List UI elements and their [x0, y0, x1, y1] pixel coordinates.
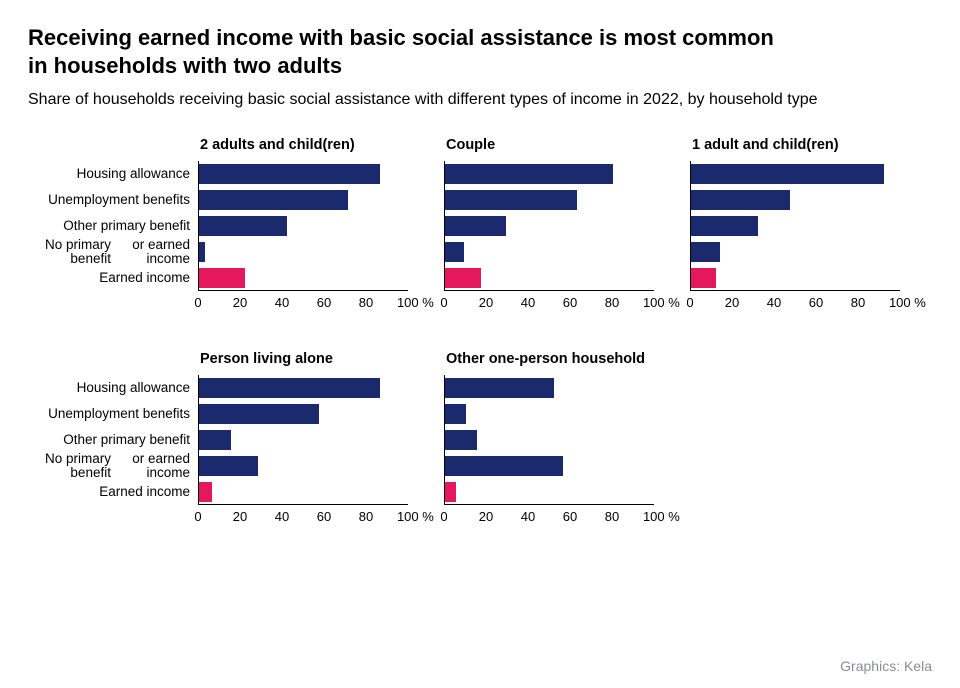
x-tick: 40 — [521, 295, 535, 310]
bar — [445, 268, 481, 288]
x-tick: 80 — [359, 295, 373, 310]
bar — [691, 268, 716, 288]
bar — [445, 190, 577, 210]
x-axis: 020406080100 % — [198, 505, 408, 527]
x-tick: 100 % — [643, 295, 680, 310]
x-tick: 60 — [563, 295, 577, 310]
x-tick: 0 — [194, 295, 201, 310]
x-tick: 20 — [725, 295, 739, 310]
x-tick: 60 — [317, 509, 331, 524]
bar — [199, 430, 231, 450]
x-tick: 40 — [521, 509, 535, 524]
x-tick: 0 — [686, 295, 693, 310]
x-axis: 020406080100 % — [198, 291, 408, 313]
title-line-2: in households with two adults — [28, 53, 342, 78]
x-tick: 80 — [605, 509, 619, 524]
x-tick: 80 — [851, 295, 865, 310]
bar — [199, 190, 348, 210]
x-axis: 020406080100 % — [444, 505, 654, 527]
x-axis: 020406080100 % — [690, 291, 900, 313]
category-label: Other primary benefit — [28, 213, 198, 239]
bar — [199, 242, 205, 262]
category-label: Other primary benefit — [28, 427, 198, 453]
panel-title: Person living alone — [198, 351, 444, 375]
x-tick: 60 — [809, 295, 823, 310]
panel: 1 adult and child(ren)020406080100 % — [690, 137, 936, 313]
category-labels: Housing allowanceUnemployment benefitsOt… — [28, 351, 198, 527]
bar — [445, 378, 554, 398]
category-label: No primary benefitor earned income — [28, 239, 198, 265]
x-tick: 100 % — [397, 509, 434, 524]
bar — [445, 456, 563, 476]
x-tick: 40 — [275, 509, 289, 524]
x-tick: 40 — [767, 295, 781, 310]
x-tick: 80 — [359, 509, 373, 524]
category-label: Unemployment benefits — [28, 401, 198, 427]
x-tick: 100 % — [889, 295, 926, 310]
x-tick: 40 — [275, 295, 289, 310]
category-label: Earned income — [28, 479, 198, 505]
x-tick: 80 — [605, 295, 619, 310]
empty-cell — [690, 351, 936, 527]
x-tick: 0 — [194, 509, 201, 524]
panel-title: Other one-person household — [444, 351, 690, 375]
x-tick: 20 — [479, 295, 493, 310]
bar — [199, 216, 287, 236]
x-tick: 60 — [317, 295, 331, 310]
x-tick: 20 — [479, 509, 493, 524]
category-labels: Housing allowanceUnemployment benefitsOt… — [28, 137, 198, 313]
panel: Couple 0 20 40 60 80 100 % — [444, 137, 690, 313]
x-tick: 0 — [440, 295, 447, 310]
panel: Person living alone 0 20 40 60 80 100 % — [198, 351, 444, 527]
credit-text: Graphics: Kela — [840, 658, 932, 674]
bar — [691, 164, 884, 184]
small-multiples-grid: Housing allowanceUnemployment benefitsOt… — [28, 137, 932, 527]
bar — [199, 164, 380, 184]
bar — [445, 482, 456, 502]
panel-title: Couple — [444, 137, 690, 161]
x-tick: 60 — [563, 509, 577, 524]
bar — [691, 216, 758, 236]
bar — [445, 430, 477, 450]
panel: Other one-person household020406080100 % — [444, 351, 690, 527]
bar — [445, 404, 466, 424]
bar — [199, 482, 212, 502]
category-label: No primary benefitor earned income — [28, 453, 198, 479]
chart-title: Receiving earned income with basic socia… — [28, 24, 932, 79]
title-line-1: Receiving earned income with basic socia… — [28, 25, 774, 50]
bar — [199, 456, 258, 476]
panel-plot — [198, 161, 408, 291]
panel-plot — [444, 161, 654, 291]
x-tick: 20 — [233, 295, 247, 310]
x-tick: 100 % — [643, 509, 680, 524]
x-tick: 20 — [233, 509, 247, 524]
x-axis: 020406080100 % — [444, 291, 654, 313]
chart-subtitle: Share of households receiving basic soci… — [28, 91, 932, 109]
panel: 2 adults and child(ren) 0 20 40 60 80 100 % — [198, 137, 444, 313]
bar — [199, 378, 380, 398]
category-label: Housing allowance — [28, 375, 198, 401]
panel-plot — [444, 375, 654, 505]
x-tick: 0 — [440, 509, 447, 524]
category-label: Earned income — [28, 265, 198, 291]
panel-title: 2 adults and child(ren) — [198, 137, 444, 161]
category-label: Unemployment benefits — [28, 187, 198, 213]
category-label: Housing allowance — [28, 161, 198, 187]
bar — [691, 190, 790, 210]
panel-title: 1 adult and child(ren) — [690, 137, 936, 161]
bar — [691, 242, 720, 262]
bar — [445, 164, 613, 184]
x-tick: 100 % — [397, 295, 434, 310]
bar — [199, 404, 319, 424]
bar — [445, 242, 464, 262]
bar — [445, 216, 506, 236]
panel-plot — [198, 375, 408, 505]
panel-plot — [690, 161, 900, 291]
bar — [199, 268, 245, 288]
